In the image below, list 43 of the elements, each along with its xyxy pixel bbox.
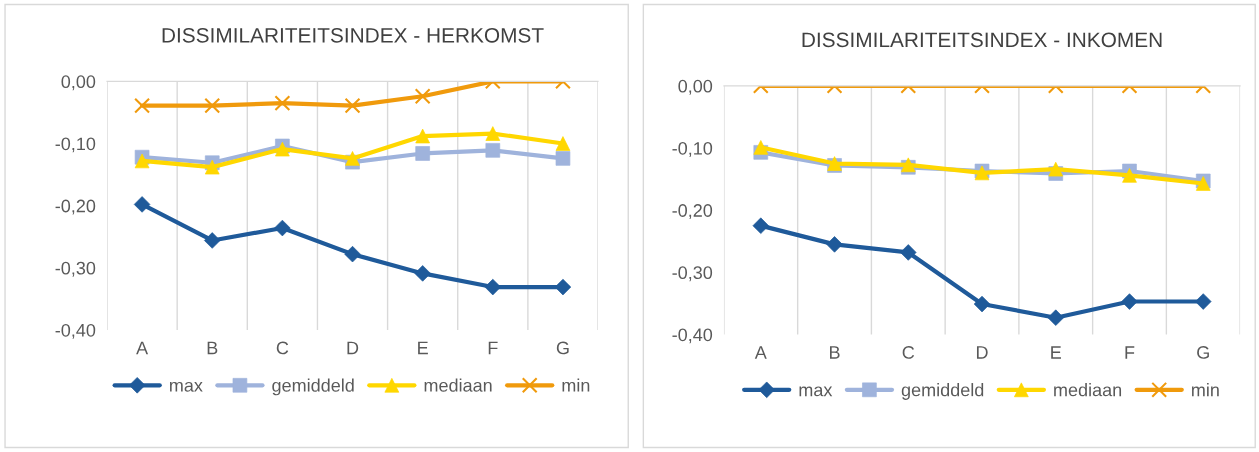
x-tick-label: D	[976, 346, 988, 359]
y-tick-label: -0,30	[672, 266, 713, 282]
x-tick-label: F	[488, 341, 498, 355]
x-tick-label: B	[830, 346, 840, 359]
x-tick-label: D	[347, 341, 359, 355]
x-tick-label: G	[556, 341, 569, 355]
y-tick-label: -0,10	[55, 137, 96, 153]
x-tick-label: C	[276, 341, 289, 355]
legend-label: gemiddeld	[901, 383, 984, 400]
x-tick-label: E	[1051, 346, 1062, 359]
x-tick-label: C	[902, 346, 915, 359]
legend-label: mediaan	[424, 378, 492, 392]
legend-label: max	[170, 381, 203, 392]
y-tick-label: -0,40	[672, 328, 713, 344]
y-tick-label: 0,00	[678, 79, 713, 95]
legend-label: min	[1192, 383, 1219, 397]
legend-label: mediaan	[1054, 383, 1122, 397]
legend-label: gemiddeld	[272, 378, 354, 396]
y-tick-label: -0,30	[55, 261, 96, 277]
x-tick-label: E	[418, 341, 428, 355]
y-tick-label: 0,00	[61, 75, 96, 91]
x-tick-label: F	[1125, 346, 1135, 359]
legend-label: max	[799, 386, 833, 397]
chart-title: DISSIMILARITEITSINDEX - HERKOMST	[162, 27, 544, 43]
x-tick-label: A	[754, 346, 767, 359]
point	[133, 196, 151, 213]
point	[204, 97, 221, 114]
point	[274, 95, 291, 112]
point	[485, 143, 501, 158]
x-tick-label: B	[207, 341, 218, 355]
point	[344, 97, 361, 114]
legend-label: min	[562, 378, 590, 392]
y-tick-label: -0,40	[55, 323, 96, 339]
y-tick-label: -0,10	[672, 141, 713, 157]
point	[274, 219, 291, 237]
point	[204, 232, 221, 249]
point	[414, 88, 431, 105]
point	[134, 97, 151, 114]
y-tick-label: -0,20	[55, 199, 96, 215]
x-tick-label: A	[136, 341, 149, 355]
x-tick-label: G	[1197, 346, 1209, 359]
chart-title: DISSIMILARITEITSINDEX - INKOMEN	[802, 32, 1162, 48]
y-tick-label: -0,20	[672, 204, 713, 220]
